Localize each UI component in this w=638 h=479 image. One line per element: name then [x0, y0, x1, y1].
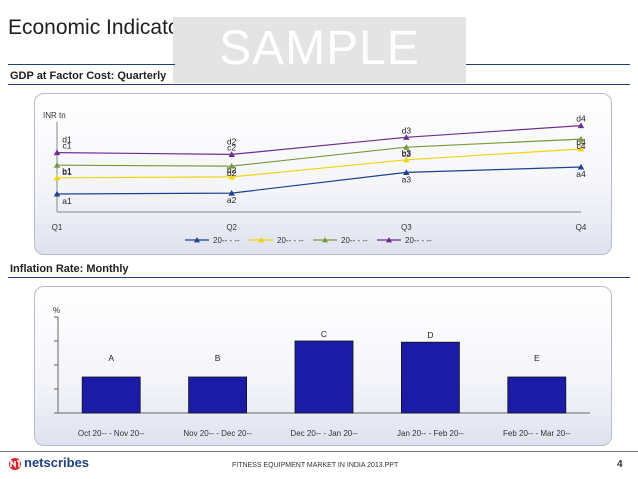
gdp-data-label: b1 — [62, 167, 72, 177]
netscribes-logo-text: netscribes — [24, 455, 90, 470]
gdp-data-point — [228, 173, 235, 180]
inflation-section-rule — [8, 277, 630, 278]
gdp-data-point — [53, 174, 61, 181]
gdp-legend-label: 20-- - -- — [405, 236, 432, 245]
inflation-bar — [188, 376, 248, 414]
inflation-bar-chart: % A Oct 20-- - Nov 20-- B Nov 20-- - Dec 20-… — [53, 306, 590, 438]
inflation-bar-label: B — [215, 353, 221, 363]
gdp-data-label: d1 — [62, 135, 72, 145]
gdp-legend-label: 20-- - -- — [341, 236, 368, 245]
gdp-section-title: GDP at Factor Cost: Quarterly — [10, 70, 167, 82]
gdp-data-label: b2 — [227, 165, 237, 175]
gdp-data-label: c1 — [63, 141, 72, 151]
gdp-series-line — [56, 166, 582, 195]
gdp-legend-marker — [322, 237, 328, 243]
gdp-legend-marker — [258, 237, 264, 243]
title-rule-left — [8, 64, 175, 65]
gdp-data-label: b3 — [402, 148, 412, 158]
gdp-data-point — [577, 145, 585, 152]
netscribes-logo-icon — [9, 458, 21, 470]
gdp-x-tick-label: Q3 — [401, 223, 412, 232]
title-rule-right — [466, 64, 630, 65]
gdp-x-tick-label: Q1 — [52, 223, 63, 232]
gdp-data-point — [403, 169, 410, 175]
gdp-data-point — [403, 156, 410, 163]
gdp-data-label: b1 — [62, 166, 72, 176]
gdp-data-point — [228, 162, 235, 169]
gdp-legend-marker — [194, 237, 200, 243]
footer-text: FITNESS EQUIPMENT MARKET IN INDIA 2013.P… — [232, 462, 399, 469]
inflation-bar-label: D — [427, 330, 433, 340]
gdp-data-point — [53, 190, 61, 197]
inflation-bar-label: C — [321, 329, 327, 339]
gdp-y-axis-label: INR tn — [43, 111, 66, 120]
gdp-data-point — [577, 135, 585, 142]
gdp-series-line — [56, 125, 582, 156]
inflation-x-tick-label: Dec 20-- - Jan 20-- — [290, 429, 357, 438]
page-number: 4 — [617, 459, 623, 470]
gdp-data-point — [577, 163, 585, 170]
inflation-bar — [81, 376, 141, 414]
gdp-legend-label: 20-- - -- — [277, 236, 304, 245]
footer-rule — [0, 451, 638, 452]
gdp-series-line — [56, 138, 582, 167]
gdp-legend-label: 20-- - -- — [213, 236, 240, 245]
gdp-data-point — [53, 149, 61, 156]
sample-watermark: SAMPLE — [173, 17, 466, 83]
gdp-data-label: a3 — [402, 174, 412, 184]
gdp-legend-marker — [386, 237, 392, 243]
inflation-section-title: Inflation Rate: Monthly — [10, 263, 129, 275]
inflation-x-tick-label: Jan 20-- - Feb 20-- — [397, 429, 464, 438]
inflation-y-axis-label: % — [53, 306, 60, 315]
gdp-section-rule — [8, 84, 630, 85]
gdp-data-label: c4 — [577, 141, 586, 151]
gdp-data-label: d4 — [576, 114, 586, 124]
gdp-data-point — [403, 144, 410, 150]
gdp-data-point — [228, 151, 235, 157]
inflation-x-tick-label: Nov 20-- - Dec 20-- — [183, 429, 252, 438]
gdp-data-label: a4 — [576, 169, 586, 179]
gdp-chart-panel: INR tn Q1 Q2 Q3 Q4 a1 a2 a3 a4 b1 b2 b3 b4 b1 b2 c3 c4 c1… — [34, 93, 612, 255]
gdp-data-label: c2 — [227, 142, 236, 152]
gdp-data-point — [577, 122, 585, 129]
inflation-x-tick-label: Oct 20-- - Nov 20-- — [78, 429, 145, 438]
gdp-data-label: b4 — [576, 137, 586, 147]
gdp-x-tick-label: Q4 — [576, 223, 587, 232]
inflation-bar — [507, 376, 567, 414]
inflation-x-tick-label: Feb 20-- - Mar 20-- — [503, 429, 571, 438]
inflation-bar-label: A — [108, 353, 114, 363]
inflation-chart-panel: % A Oct 20-- - Nov 20-- B Nov 20-- - Dec 20-… — [34, 286, 612, 446]
gdp-data-point — [53, 162, 61, 168]
gdp-data-label: a1 — [62, 196, 72, 206]
gdp-data-label: a2 — [227, 195, 237, 205]
gdp-series-line — [56, 148, 582, 179]
inflation-bar — [400, 341, 460, 414]
gdp-data-label: c3 — [402, 149, 411, 159]
inflation-bar — [294, 340, 354, 414]
gdp-data-label: b2 — [227, 168, 237, 178]
gdp-data-point — [228, 189, 235, 196]
gdp-data-label: d2 — [227, 136, 237, 146]
inflation-bar-label: E — [534, 353, 540, 363]
gdp-x-tick-label: Q2 — [226, 223, 237, 232]
gdp-data-point — [403, 134, 410, 140]
gdp-data-label: d3 — [402, 125, 412, 135]
